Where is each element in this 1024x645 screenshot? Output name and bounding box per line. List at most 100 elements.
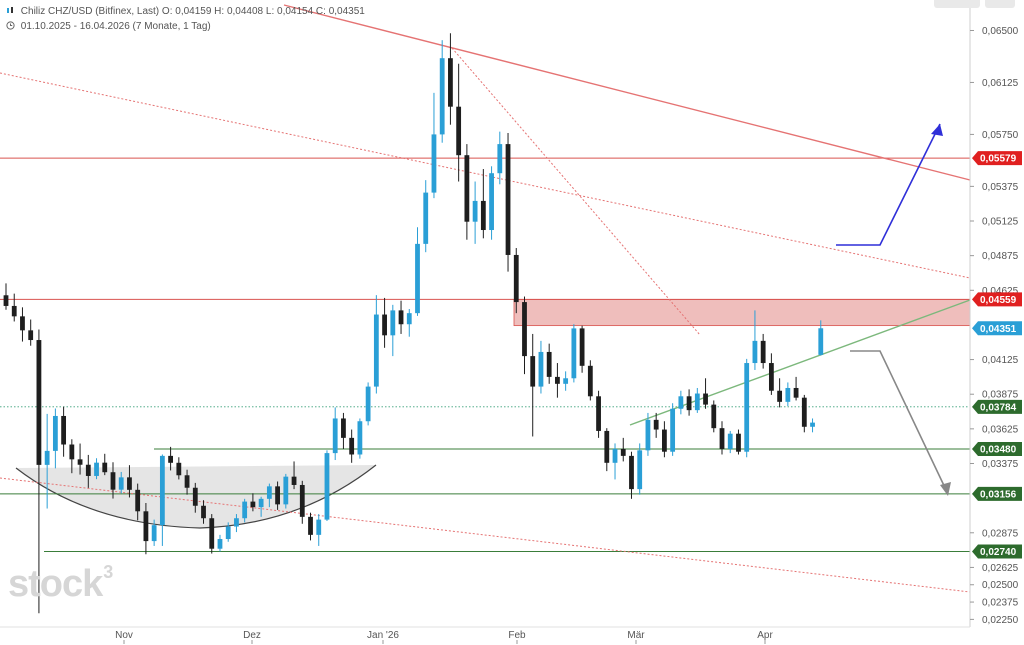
period: (7 Monate, 1 Tag) [132, 21, 211, 32]
candle [431, 92, 437, 199]
range-info: 01.10.2025 - 16.04.2026 (7 Monate, 1 Tag… [6, 21, 211, 32]
candle [801, 394, 807, 433]
price-label-badge [972, 292, 1022, 307]
candle [719, 421, 725, 455]
candle-body [801, 397, 807, 427]
candle [283, 473, 289, 509]
candle [653, 412, 659, 438]
candle [20, 307, 25, 342]
candle [620, 437, 626, 462]
price-tick-label: 0,05375 [982, 182, 1019, 193]
candle-body [209, 518, 215, 549]
candle [604, 428, 610, 472]
candle-body [406, 313, 412, 325]
candle-body [94, 462, 99, 476]
candle [744, 358, 750, 458]
candle [629, 451, 634, 499]
price-label-badge [972, 151, 1022, 166]
price-label-badge [972, 321, 1022, 336]
toolbar-button[interactable] [985, 0, 1015, 8]
candle-body [234, 518, 239, 527]
instrument-info: Chiliz CHZ/USD (Bitfinex, Last) O: 0,041… [6, 6, 365, 17]
candle-body [52, 415, 58, 451]
candle [497, 131, 503, 185]
candle [472, 181, 478, 244]
candle-body [818, 328, 824, 355]
descending-trendline [283, 4, 971, 181]
candle [349, 429, 355, 463]
candle [489, 166, 494, 240]
candle-body [11, 305, 17, 317]
candle [242, 498, 248, 523]
candle [69, 439, 75, 474]
candle-body [571, 328, 577, 379]
candle-body [530, 356, 536, 387]
price-label-text: 0,04559 [980, 295, 1017, 306]
price-tick-label: 0,04625 [982, 286, 1019, 297]
candle-body [61, 415, 67, 445]
candle [513, 248, 519, 314]
candle-body [316, 519, 322, 535]
candle-body [448, 58, 453, 107]
candle-body [373, 314, 379, 387]
candle [390, 304, 396, 357]
candle-body [176, 462, 182, 476]
price-tick-label: 0,04875 [982, 251, 1019, 262]
candle [266, 483, 272, 508]
candle-body [579, 328, 585, 366]
candle [168, 446, 173, 471]
candle-body [324, 453, 330, 520]
candle-body [168, 455, 173, 463]
candle-body [20, 316, 25, 331]
candle [645, 412, 651, 456]
candle [44, 413, 50, 509]
candle [736, 429, 741, 455]
candle-body [135, 489, 141, 512]
candle [694, 387, 700, 413]
candle-body [456, 106, 462, 156]
candle-body [127, 477, 132, 490]
price-tick-label: 0,05125 [982, 217, 1019, 228]
candle-body [85, 464, 91, 476]
candle [456, 63, 462, 182]
candle [637, 443, 643, 495]
candle-body [258, 498, 264, 508]
candle-body [793, 387, 799, 398]
ohlc-values: O: 0,04159 H: 0,04408 L: 0,04154 C: 0,04… [161, 6, 365, 17]
candle [316, 514, 322, 546]
candle-body [563, 378, 569, 384]
candle-body [505, 144, 511, 255]
bearish-arrow-head [940, 482, 951, 496]
candle [234, 514, 239, 533]
candle [505, 133, 511, 272]
candle-body [201, 505, 206, 519]
candle-body [736, 433, 741, 452]
candle-body [538, 351, 544, 387]
candle-body [398, 310, 404, 325]
price-label-text: 0,04351 [980, 324, 1017, 335]
price-tick-label: 0,02250 [982, 615, 1019, 626]
candle-body [308, 516, 313, 535]
time-tick-label: Feb [508, 630, 526, 641]
candle [258, 496, 264, 517]
date-range: 01.10.2025 - 16.04.2026 [20, 21, 130, 32]
price-axis: 0,06500 0,06125 0,05750 0,05375 0,05125 0,048… [969, 0, 1019, 627]
price-tick-label: 0,04125 [982, 355, 1019, 366]
price-label-text: 0,03480 [980, 445, 1017, 456]
time-tick-label: Nov [115, 630, 133, 641]
candle-body [184, 475, 190, 488]
candle [522, 296, 527, 375]
candle [217, 534, 223, 552]
candle-body [760, 340, 766, 364]
candle-body [415, 243, 420, 314]
candle [793, 376, 799, 401]
toolbar-button[interactable] [934, 0, 980, 8]
candle [151, 519, 157, 546]
candle [777, 378, 783, 408]
price-label-badge [972, 441, 1022, 456]
candle [357, 418, 363, 459]
price-tick-label: 0,03625 [982, 424, 1019, 435]
candle-body [341, 418, 346, 438]
candle [612, 443, 618, 480]
